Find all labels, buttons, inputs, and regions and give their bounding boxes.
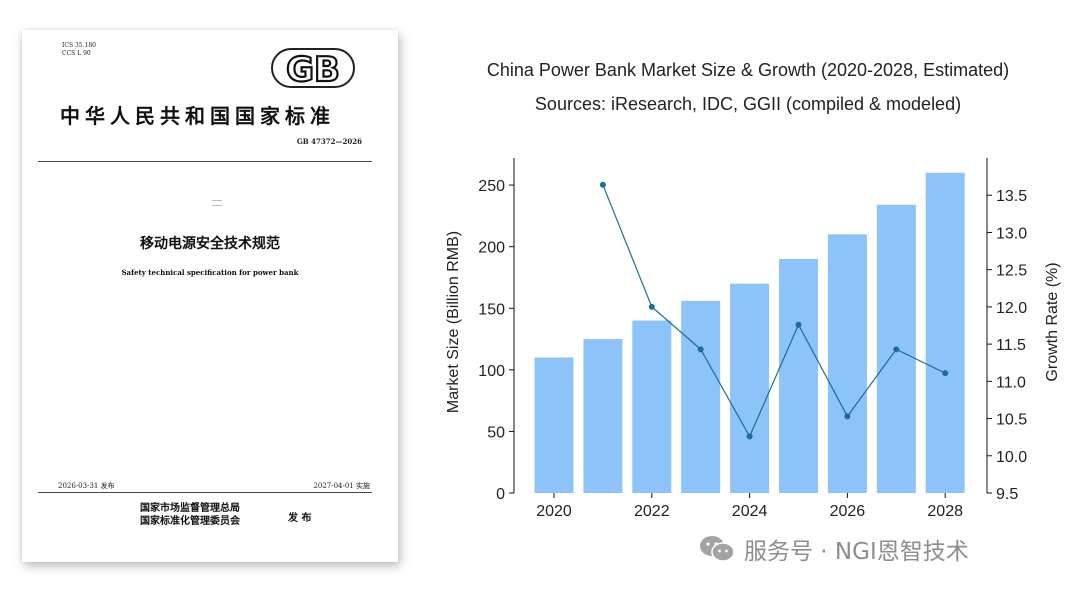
growth-point-2023 (697, 346, 704, 353)
document-title-en: Safety technical specification for power… (121, 268, 299, 277)
x-tick-label: 2028 (927, 503, 963, 520)
classification-codes: ICS 35.180 CCS L 90 (62, 42, 96, 58)
issuer-samr: 国家市场监督管理总局 (140, 503, 240, 514)
left-tick-label: 0 (496, 486, 505, 503)
market-chart: China Power Bank Market Size & Growth (2… (445, 60, 1061, 520)
publish-date: 2026-03-31 发布 (58, 482, 115, 490)
right-tick-label: 9.5 (996, 486, 1018, 503)
x-tick-label: 2024 (732, 503, 768, 520)
bar-2026 (827, 234, 867, 493)
wechat-icon (700, 536, 735, 562)
gb-logo: GB (271, 48, 355, 91)
right-tick-label: 13.0 (996, 225, 1027, 242)
right-tick-label: 11.5 (996, 337, 1026, 354)
left-tick-label: 100 (478, 363, 505, 380)
right-tick-label: 12.5 (996, 263, 1027, 280)
footer-divider (38, 492, 372, 493)
chart-title: China Power Bank Market Size & Growth (2… (487, 60, 1009, 80)
ics-code: ICS 35.180 (62, 42, 96, 49)
left-axis-label: Market Size (Billion RMB) (445, 231, 462, 413)
growth-rate-line (602, 184, 946, 438)
growth-point-2025 (795, 321, 802, 328)
ccs-code: CCS L 90 (62, 50, 91, 57)
left-axis-ticks: 0 50 100 150 200 250 (478, 178, 514, 503)
watermark-text: 服务号 · NGI恩智技术 (744, 539, 969, 565)
issuers: 国家市场监督管理总局 国家标准化管理委员会 (140, 502, 240, 528)
implement-date: 2027-04-01 实施 (313, 482, 370, 490)
document-title-cn: 移动电源安全技术规范 (140, 236, 280, 252)
x-tick-label: 2020 (536, 503, 572, 520)
growth-point-2024 (746, 433, 753, 440)
bar-2022 (632, 320, 672, 493)
x-axis-ticks: 2020 2022 2024 2026 2028 (536, 493, 963, 520)
growth-point-2021 (599, 181, 606, 188)
right-tick-label: 10.0 (996, 449, 1027, 466)
growth-point-2022 (648, 303, 655, 310)
growth-point-2026 (844, 413, 851, 420)
chart-subtitle: Sources: iResearch, IDC, GGII (compiled … (535, 94, 961, 114)
header-divider (38, 161, 372, 162)
right-tick-label: 10.5 (996, 412, 1027, 429)
right-tick-label: 11.0 (996, 374, 1026, 391)
bars-layer (534, 172, 965, 494)
gb-logo-text: GB (286, 50, 340, 90)
left-tick-label: 150 (478, 301, 505, 318)
growth-line-layer (599, 181, 949, 440)
bar-2021 (583, 339, 623, 493)
growth-point-2027 (893, 346, 900, 353)
right-tick-label: 13.5 (996, 188, 1027, 205)
bar-2028 (925, 172, 965, 493)
left-tick-label: 50 (487, 424, 505, 441)
x-tick-label: 2026 (830, 503, 866, 520)
bar-2024 (730, 283, 770, 493)
bar-2025 (779, 258, 818, 493)
x-tick-label: 2022 (634, 503, 670, 520)
standard-cover: ICS 35.180 CCS L 90 GB 中华人民共和国国家标准 GB 47… (22, 30, 398, 562)
bar-2020 (534, 357, 574, 493)
right-tick-label: 12.0 (996, 300, 1027, 317)
bar-2023 (681, 300, 721, 493)
left-tick-label: 250 (478, 178, 505, 195)
decorative-mark (212, 200, 222, 206)
issuer-sac: 国家标准化管理委员会 (140, 516, 240, 527)
left-tick-label: 200 (478, 240, 505, 257)
issue-word: 发 布 (288, 513, 312, 524)
national-standard-title: 中华人民共和国国家标准 (60, 104, 335, 128)
right-axis-ticks: 9.5 10.0 10.5 11.0 11.5 12.0 12.5 13.0 13.5 (987, 188, 1027, 503)
standard-number: GB 47372—2026 (296, 137, 362, 146)
watermark: 服务号 · NGI恩智技术 (698, 532, 969, 566)
growth-point-2028 (942, 370, 949, 377)
right-axis-label: Growth Rate (%) (1044, 262, 1061, 381)
